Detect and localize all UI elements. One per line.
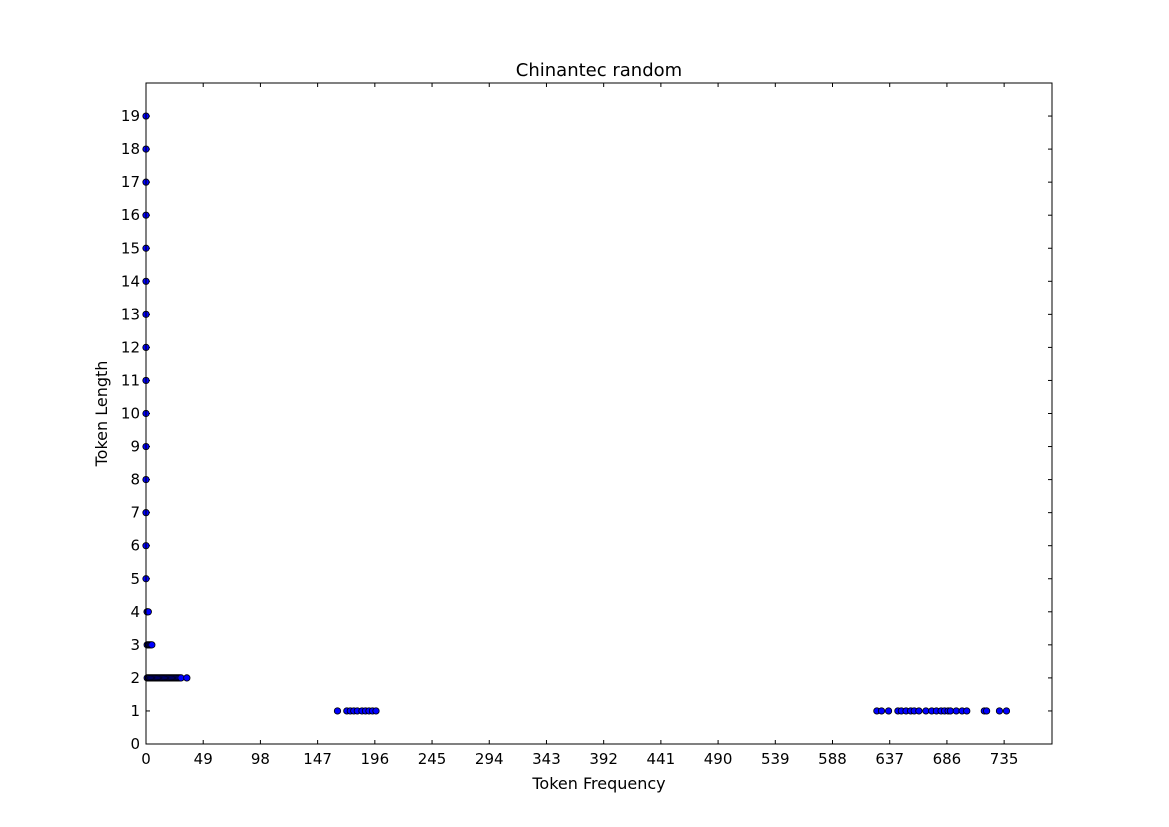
scatter-point xyxy=(915,707,923,715)
y-tick-label: 6 xyxy=(130,537,140,555)
x-tick-label: 147 xyxy=(303,750,332,768)
scatter-point xyxy=(148,641,156,649)
plot-area xyxy=(146,83,1052,744)
x-tick-label: 490 xyxy=(704,750,733,768)
y-tick-label: 14 xyxy=(121,272,140,290)
tick-labels: 0 49 98 147 196 245 294 343 392 441 490 539 588 637 68… xyxy=(121,107,1019,768)
x-tick-label: 343 xyxy=(532,750,561,768)
y-tick-label: 0 xyxy=(130,735,140,753)
scatter-point xyxy=(884,707,893,715)
y-tick-label: 5 xyxy=(130,570,140,588)
plot-frame xyxy=(145,82,1053,745)
scatter-point xyxy=(963,707,971,715)
y-tick-label: 11 xyxy=(121,371,140,389)
chart-title: Chinantec random xyxy=(516,60,682,81)
x-tick-label: 637 xyxy=(875,750,904,768)
y-tick-label: 12 xyxy=(121,338,140,356)
x-tick-label: 735 xyxy=(990,750,1019,768)
x-tick-label: 392 xyxy=(589,750,618,768)
y-axis-label: Token Length xyxy=(92,361,111,468)
x-tick-label: 441 xyxy=(647,750,676,768)
x-tick-label: 588 xyxy=(818,750,847,768)
y-tick-label: 17 xyxy=(121,173,140,191)
x-tick-label: 294 xyxy=(475,750,504,768)
y-tick-label: 19 xyxy=(121,107,140,125)
y-tick-label: 13 xyxy=(121,305,140,323)
x-tick-label: 196 xyxy=(361,750,390,768)
scatter-point xyxy=(995,707,1004,715)
x-tick-label: 539 xyxy=(761,750,790,768)
x-tick-label: 49 xyxy=(194,750,213,768)
y-tick-label: 3 xyxy=(130,636,140,654)
x-tick-label: 0 xyxy=(141,750,151,768)
x-tick-label: 245 xyxy=(418,750,447,768)
scatter-point xyxy=(333,707,342,715)
y-tick-label: 8 xyxy=(130,471,140,489)
y-tick-label: 18 xyxy=(121,140,140,158)
y-tick-label: 7 xyxy=(130,504,140,522)
y-tick-label: 10 xyxy=(121,405,140,423)
y-tick-label: 1 xyxy=(130,702,140,720)
y-tick-label: 9 xyxy=(130,438,140,456)
x-tick-label: 686 xyxy=(933,750,962,768)
scatter-point xyxy=(372,707,380,715)
scatter-point xyxy=(983,707,991,715)
x-tick-label: 98 xyxy=(251,750,270,768)
scatter-point xyxy=(1002,707,1011,715)
y-tick-label: 15 xyxy=(121,239,140,257)
scatter-point xyxy=(144,608,152,616)
scatter-point xyxy=(877,707,886,715)
scatter-point xyxy=(183,674,191,682)
y-tick-label: 2 xyxy=(130,669,140,687)
y-tick-label: 16 xyxy=(121,206,140,224)
y-tick-label: 4 xyxy=(130,603,140,621)
x-axis-label: Token Frequency xyxy=(531,774,665,793)
